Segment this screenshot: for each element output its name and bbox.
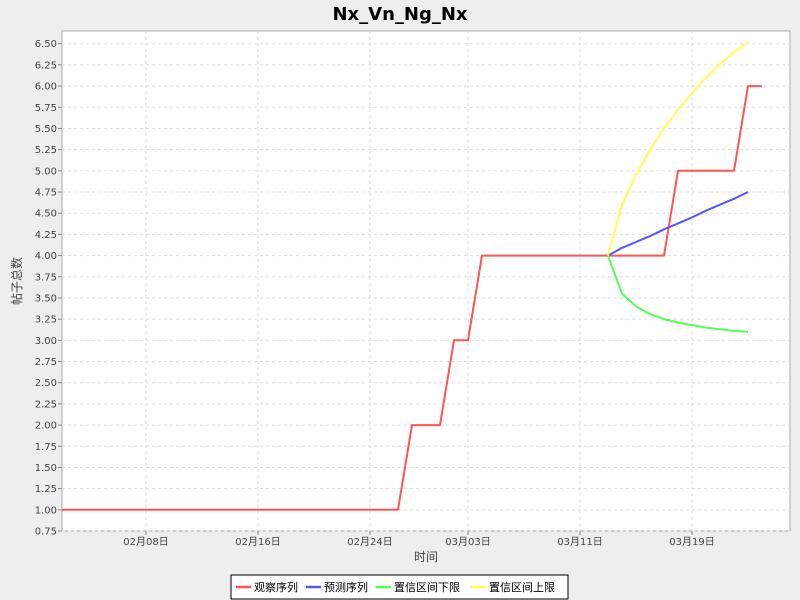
- plot-area: [61, 30, 791, 532]
- x-tick-label: 03月03日: [445, 536, 490, 548]
- y-tick-label: 3.25: [35, 315, 57, 326]
- y-tick-label: 2.00: [35, 421, 57, 432]
- y-tick-label: 4.50: [35, 209, 57, 220]
- legend-label-1: 观察序列: [254, 580, 298, 594]
- y-tick-label: 4.00: [35, 251, 57, 262]
- y-tick-label: 1.25: [35, 484, 57, 495]
- y-tick-label: 6.25: [35, 60, 57, 71]
- y-tick-label: 4.25: [35, 230, 57, 241]
- axes: 0.75 1.00 1.25 1.50 1.75 2.00 2.25 2.50 2.75 3.00…: [35, 39, 715, 548]
- chart-title: Nx_Vn_Ng_Nx: [332, 4, 467, 25]
- series-line-4: [607, 41, 749, 256]
- legend-box: [230, 574, 569, 600]
- y-axis-title: 帖子总数: [9, 257, 24, 305]
- y-tick-label: 2.75: [35, 357, 57, 368]
- series-line-1: [62, 85, 762, 511]
- x-axis-title: 时间: [414, 550, 438, 564]
- y-tick-label: 5.50: [35, 124, 57, 135]
- legend-label-2: 预测序列: [324, 580, 368, 594]
- y-tick-label: 3.00: [35, 336, 57, 347]
- legend-label-4: 置信区间上限: [489, 581, 555, 594]
- x-tick-label: 02月16日: [235, 536, 280, 548]
- y-tick-label: 2.25: [35, 399, 57, 410]
- x-tick-label: 03月11日: [557, 536, 602, 548]
- series-group: [62, 41, 762, 511]
- y-tick-label: 5.25: [35, 145, 57, 156]
- y-tick-label: 3.50: [35, 293, 57, 304]
- y-tick-label: 1.00: [35, 505, 57, 516]
- series-line-2: [607, 191, 749, 257]
- y-tick-label: 1.50: [35, 463, 57, 474]
- series-line-3: [607, 255, 749, 333]
- y-tick-label: 1.75: [35, 442, 57, 453]
- legend: 观察序列 预测序列 置信区间下限 置信区间上限: [230, 574, 569, 600]
- y-tick-label: 5.00: [35, 166, 57, 177]
- y-tick-label: 0.75: [35, 527, 57, 538]
- y-tick-label: 4.75: [35, 188, 57, 199]
- y-tick-label: 6.50: [35, 39, 57, 50]
- x-tick-label: 02月08日: [123, 536, 168, 548]
- x-tick-label: 03月19日: [669, 536, 714, 548]
- legend-label-3: 置信区间下限: [394, 581, 460, 594]
- y-tick-label: 6.00: [35, 82, 57, 93]
- y-tick-label: 5.75: [35, 103, 57, 114]
- y-tick-label: 3.75: [35, 272, 57, 283]
- y-tick-label: 2.50: [35, 378, 57, 389]
- x-tick-label: 02月24日: [347, 536, 392, 548]
- grid: [62, 31, 790, 532]
